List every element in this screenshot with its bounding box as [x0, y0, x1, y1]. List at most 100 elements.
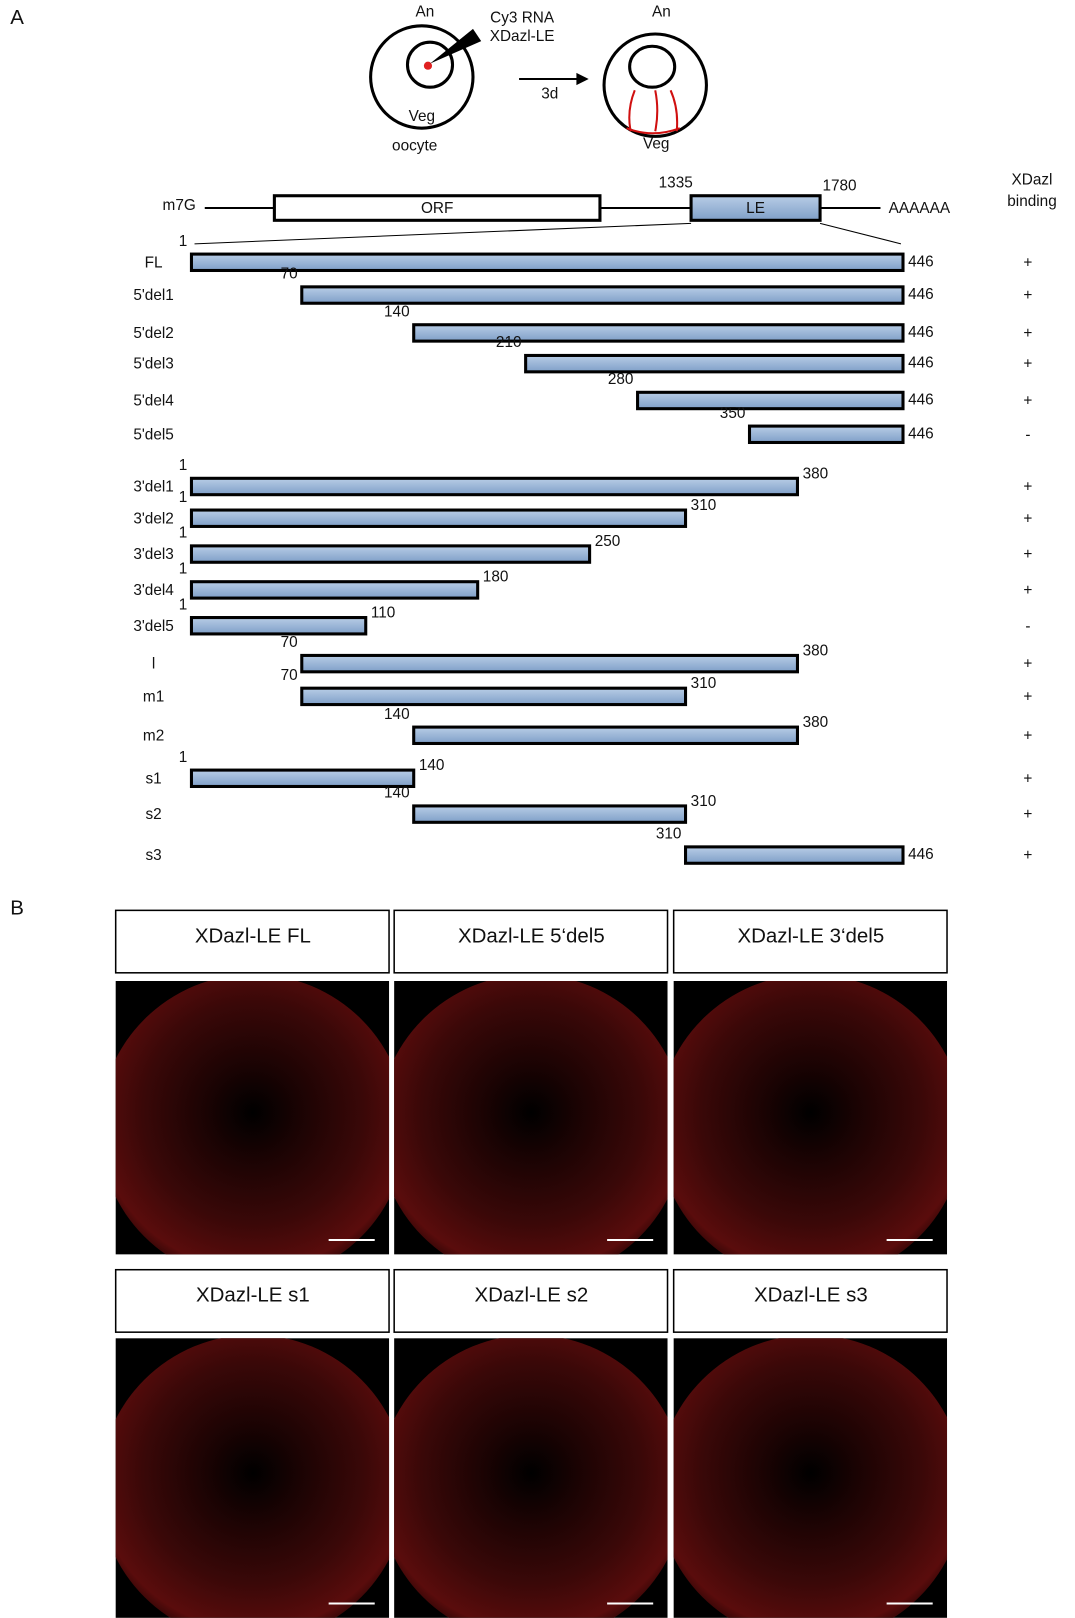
construct-bar [302, 688, 686, 704]
start-label: 1 [179, 749, 188, 766]
start-label: 70 [281, 634, 298, 651]
nucleus [630, 46, 675, 87]
needle [430, 29, 481, 64]
oocyte [604, 34, 706, 136]
construct-name: 3'del3 [133, 546, 173, 563]
text: 1335 [659, 175, 693, 192]
end-label: 446 [908, 253, 934, 270]
constructs: FL1446+5'del170446+5'del2140446+5'del321… [133, 233, 1032, 864]
end-label: 446 [908, 425, 934, 442]
panel-label: XDazl-LE FL [195, 924, 311, 947]
end-label: 380 [803, 642, 829, 659]
end-label: 446 [908, 846, 934, 863]
text: m7G [163, 197, 196, 214]
panel-letter: B [10, 897, 24, 920]
end-label: 310 [691, 675, 717, 692]
arrow-head [576, 73, 588, 85]
construct-bar [749, 426, 903, 442]
end-label: 380 [803, 465, 829, 482]
construct-bar [191, 254, 903, 270]
start-label: 140 [384, 304, 410, 321]
construct-bar [191, 510, 685, 526]
construct-bar [414, 727, 798, 743]
text: XDazl [1012, 171, 1053, 188]
construct-name: 3'del5 [133, 618, 173, 635]
construct-name: 3'del2 [133, 510, 173, 527]
start-label: 70 [281, 266, 298, 283]
start-label: 310 [656, 826, 682, 843]
panel-label: XDazl-LE s3 [754, 1284, 868, 1307]
construct-name: m2 [143, 727, 164, 744]
construct-name: 3'del1 [133, 479, 173, 496]
start-label: 140 [384, 785, 410, 802]
end-label: 180 [483, 569, 509, 586]
construct-bar [414, 325, 903, 341]
zoom-line [820, 223, 901, 243]
text: Veg [409, 108, 435, 125]
end-label: 446 [908, 286, 934, 303]
construct-name: 5'del4 [133, 393, 174, 410]
construct-bar [302, 655, 798, 671]
construct-bar [191, 582, 477, 598]
text: AAAAAA [889, 200, 951, 217]
construct-bar [302, 287, 903, 303]
text: XDazl-LE [490, 28, 555, 45]
start-label: 1 [179, 233, 188, 250]
construct-bar [686, 847, 903, 863]
end-label: 110 [371, 605, 395, 622]
end-label: 446 [908, 324, 934, 341]
binding: + [1023, 356, 1032, 373]
binding: + [1023, 254, 1032, 271]
binding: + [1023, 325, 1032, 342]
cell [657, 974, 964, 1281]
start-label: 350 [720, 405, 746, 422]
localization [627, 90, 680, 133]
construct-name: 5'del1 [133, 287, 173, 304]
construct-name: s1 [145, 770, 161, 787]
binding: + [1023, 393, 1032, 410]
text: 3d [541, 85, 558, 102]
end-label: 446 [908, 355, 934, 372]
construct-bar [191, 478, 797, 494]
end-label: 446 [908, 392, 934, 409]
panel-label: XDazl-LE 5‘del5 [458, 924, 605, 947]
text: ORF [421, 200, 453, 217]
panel-label: XDazl-LE 3‘del5 [737, 924, 884, 947]
binding: + [1023, 770, 1032, 787]
construct-name: s2 [145, 806, 161, 823]
construct-name: m1 [143, 688, 164, 705]
binding: - [1025, 618, 1030, 635]
cell [99, 974, 406, 1281]
binding: + [1023, 479, 1032, 496]
text: binding [1007, 193, 1057, 210]
construct-name: 5'del2 [133, 325, 173, 342]
text: oocyte [392, 138, 437, 155]
construct-bar [638, 392, 903, 408]
binding: + [1023, 510, 1032, 527]
figure: A An Cy3 RNA XDazl-LE Veg oocyte 3d An V… [0, 0, 1075, 1618]
construct-name: 3'del4 [133, 582, 174, 599]
start-label: 1 [179, 596, 188, 613]
text: Cy3 RNA [490, 10, 555, 27]
binding: + [1023, 847, 1032, 864]
construct-bar [414, 806, 686, 822]
start-label: 140 [384, 706, 410, 723]
construct-name: FL [145, 254, 163, 271]
end-label: 140 [419, 757, 445, 774]
construct-name: s3 [145, 847, 161, 864]
zoom-line [195, 223, 692, 243]
end-label: 380 [803, 714, 829, 731]
text: 1780 [822, 178, 856, 195]
start-label: 280 [608, 371, 634, 388]
construct-name: l [152, 656, 155, 673]
start-label: 1 [179, 560, 188, 577]
construct-name: 5'del5 [133, 426, 173, 443]
cell [378, 974, 685, 1281]
end-label: 310 [691, 793, 717, 810]
injection [424, 62, 432, 70]
binding: + [1023, 806, 1032, 823]
panel-letter: A [10, 6, 24, 29]
binding: + [1023, 727, 1032, 744]
construct-bar [526, 355, 903, 371]
panel-label: XDazl-LE s2 [474, 1284, 588, 1307]
